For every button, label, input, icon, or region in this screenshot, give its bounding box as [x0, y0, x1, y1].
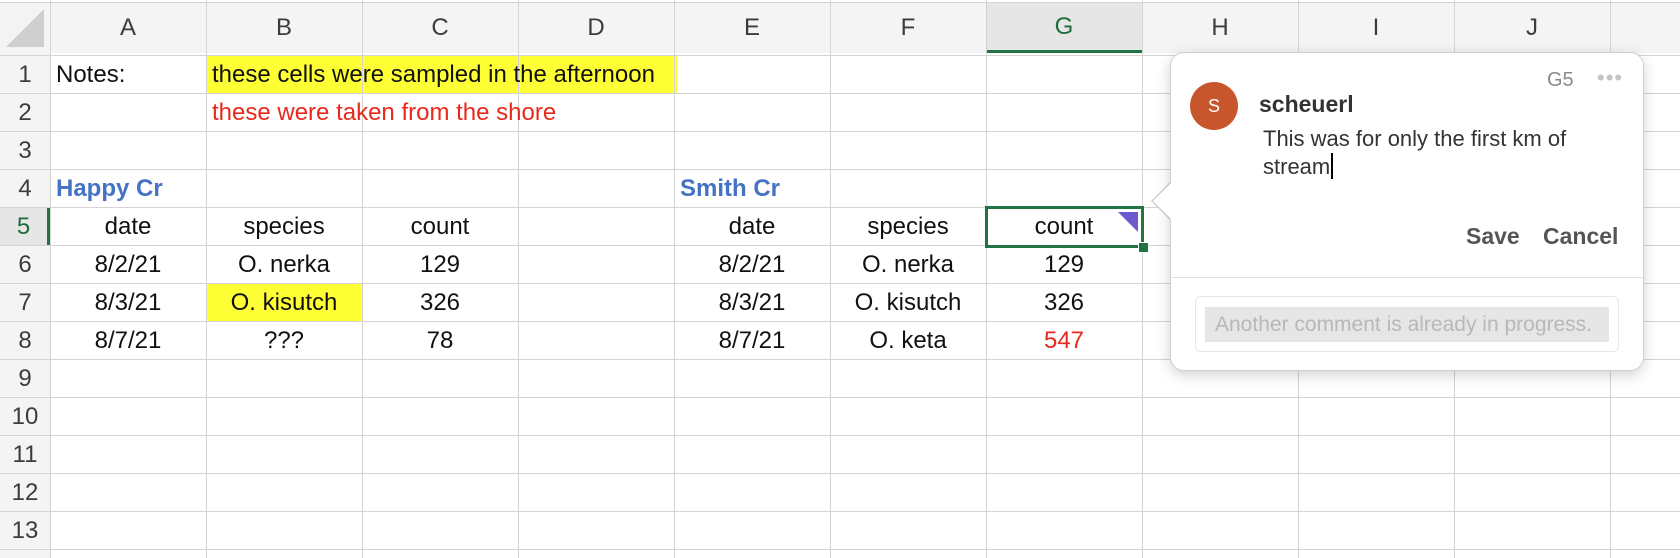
cell-c6[interactable]: 129 — [419, 250, 461, 278]
column-header-h[interactable]: H — [1211, 14, 1229, 41]
grid-line — [0, 435, 1680, 436]
grid-line — [0, 207, 1680, 208]
grid-line — [0, 397, 1680, 398]
grid-line — [0, 2, 1680, 3]
row-header-2[interactable]: 2 — [18, 99, 32, 126]
cell-e8[interactable]: 8/7/21 — [718, 326, 786, 354]
cell-a1[interactable]: Notes: — [56, 60, 126, 88]
reply-input[interactable] — [1205, 307, 1609, 342]
text-cursor — [1331, 153, 1334, 179]
column-header-a[interactable]: A — [119, 14, 136, 41]
cell-g5[interactable]: count — [1034, 212, 1094, 240]
cell-f6[interactable]: O. nerka — [861, 250, 955, 278]
cell-c8[interactable]: 78 — [426, 326, 454, 354]
column-header-j[interactable]: J — [1526, 14, 1538, 41]
save-button[interactable]: Save — [1466, 223, 1520, 249]
grid-line — [0, 359, 1680, 360]
highlight-fill-b1 — [207, 56, 677, 93]
row-header-10[interactable]: 10 — [11, 403, 39, 430]
column-header-i[interactable]: I — [1372, 14, 1380, 41]
grid-line — [0, 93, 1680, 94]
column-header-d[interactable]: D — [587, 14, 605, 41]
comment-author: scheuerl — [1259, 91, 1354, 117]
comment-pointer-fill — [1153, 182, 1172, 220]
grid-line — [830, 0, 831, 558]
row-header-4[interactable]: 4 — [18, 175, 32, 202]
cell-a5[interactable]: date — [104, 212, 152, 240]
grid-line — [518, 0, 519, 558]
cancel-button[interactable]: Cancel — [1543, 223, 1619, 249]
column-header-f[interactable]: F — [900, 14, 916, 41]
reply-box — [1195, 296, 1619, 352]
grid-line — [362, 0, 363, 558]
comment-popup: S G5 ••• scheuerl This was for only the … — [1170, 52, 1644, 371]
grid-line — [0, 55, 1680, 56]
row-header-1[interactable]: 1 — [18, 61, 32, 88]
column-header-g[interactable]: G — [986, 3, 1142, 53]
row-header-11[interactable]: 11 — [12, 441, 38, 468]
row-header-6[interactable]: 6 — [18, 251, 32, 278]
row-header-13[interactable]: 13 — [11, 517, 39, 544]
cell-e6[interactable]: 8/2/21 — [718, 250, 786, 278]
grid-line — [1142, 0, 1143, 558]
cell-e5[interactable]: date — [728, 212, 776, 240]
column-header-bar — [0, 3, 1680, 53]
divider — [1171, 277, 1643, 278]
cell-b1[interactable]: these cells were sampled in the afternoo… — [212, 60, 655, 88]
cell-g7[interactable]: 326 — [1043, 288, 1085, 316]
row-header-12[interactable]: 12 — [11, 479, 39, 506]
cell-c5[interactable]: count — [410, 212, 470, 240]
row-header-9[interactable]: 9 — [18, 365, 32, 392]
cell-f5[interactable]: species — [867, 212, 949, 240]
grid-line — [0, 131, 1680, 132]
avatar: S — [1190, 82, 1238, 130]
column-header-c[interactable]: C — [431, 14, 449, 41]
cell-b7[interactable]: O. kisutch — [230, 288, 338, 316]
cell-b8[interactable]: ??? — [263, 326, 305, 354]
select-all-corner[interactable] — [0, 3, 50, 53]
grid-line — [0, 283, 1680, 284]
grid-line — [0, 321, 1680, 322]
selected-cell-outline — [985, 206, 1144, 248]
comment-indicator-icon[interactable] — [1118, 212, 1138, 232]
grid-line — [986, 0, 987, 558]
cell-b2[interactable]: these were taken from the shore — [212, 98, 557, 126]
cell-b5[interactable]: species — [243, 212, 325, 240]
cell-f7[interactable]: O. kisutch — [854, 288, 962, 316]
grid-line — [0, 245, 1680, 246]
comment-cell-reference: G5 — [1547, 69, 1574, 91]
column-header-b[interactable]: B — [275, 14, 292, 41]
row-header-3[interactable]: 3 — [18, 137, 32, 164]
grid-line — [50, 0, 51, 558]
cell-g6[interactable]: 129 — [1043, 250, 1085, 278]
row-header-5[interactable]: 5 — [0, 208, 50, 246]
comment-text: This was for only the first km of stream — [1263, 126, 1567, 179]
cell-e7[interactable]: 8/3/21 — [718, 288, 786, 316]
cell-f8[interactable]: O. keta — [869, 326, 947, 354]
cell-a4[interactable]: Happy Cr — [56, 174, 163, 202]
cell-e4[interactable]: Smith Cr — [680, 174, 781, 202]
row-header-7[interactable]: 7 — [18, 289, 32, 316]
row-header-8[interactable]: 8 — [18, 327, 32, 354]
cell-a8[interactable]: 8/7/21 — [94, 326, 162, 354]
cell-b6[interactable]: O. nerka — [237, 250, 331, 278]
cell-c7[interactable]: 326 — [419, 288, 461, 316]
cell-a7[interactable]: 8/3/21 — [94, 288, 162, 316]
cell-g8[interactable]: 547 — [1043, 326, 1085, 354]
grid-line — [206, 0, 207, 558]
highlight-fill-b7 — [207, 284, 362, 321]
column-header-e[interactable]: E — [743, 14, 760, 41]
more-options-icon[interactable]: ••• — [1597, 65, 1624, 90]
grid-line — [0, 511, 1680, 512]
fill-handle[interactable] — [1138, 242, 1149, 253]
row-header-bar — [0, 3, 50, 558]
grid-line — [674, 0, 675, 558]
grid-line — [0, 169, 1680, 170]
grid-line — [0, 549, 1680, 550]
cell-a6[interactable]: 8/2/21 — [94, 250, 162, 278]
comment-text-editor[interactable]: This was for only the first km of stream — [1263, 125, 1603, 181]
grid-line — [0, 473, 1680, 474]
